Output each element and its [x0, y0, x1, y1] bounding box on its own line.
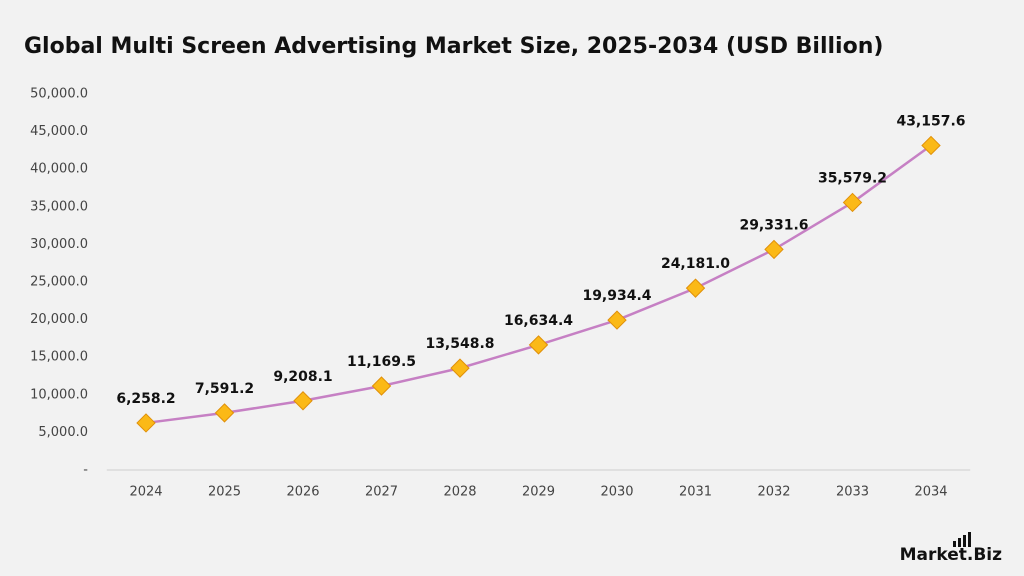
x-tick-label: 2030: [600, 485, 633, 500]
y-tick-label: 5,000.0: [38, 425, 88, 440]
marker: [842, 192, 863, 213]
x-tick-label: 2024: [129, 485, 162, 500]
x-tick-label: 2031: [679, 485, 712, 500]
value-label: 19,934.4: [582, 288, 651, 304]
value-label: 6,258.2: [116, 391, 175, 407]
value-label: 9,208.1: [273, 369, 332, 385]
marker: [607, 310, 627, 330]
y-tick-label: 45,000.0: [30, 124, 88, 139]
brand: Market.Biz: [900, 545, 1003, 565]
marker: [528, 335, 549, 355]
value-label: 29,331.6: [739, 217, 808, 233]
value-label: 7,591.2: [195, 381, 254, 397]
value-label: 35,579.2: [818, 170, 887, 186]
y-tick-label: 35,000.0: [30, 199, 88, 214]
marker: [136, 413, 156, 433]
x-tick-label: 2032: [757, 485, 790, 500]
y-tick-label: 50,000.0: [30, 87, 88, 102]
y-tick-label: -: [83, 463, 88, 478]
marker: [921, 135, 941, 156]
x-tick-label: 2033: [836, 485, 869, 500]
x-tick-label: 2025: [208, 485, 241, 500]
x-tick-label: 2027: [365, 485, 398, 500]
value-label: 16,634.4: [504, 313, 573, 329]
y-tick-label: 40,000.0: [30, 162, 88, 177]
marker: [293, 391, 313, 411]
value-label: 13,548.8: [425, 336, 494, 352]
x-tick-label: 2028: [443, 485, 476, 500]
marker: [764, 239, 784, 260]
y-tick-label: 10,000.0: [30, 387, 88, 402]
x-tick-label: 2029: [522, 485, 555, 500]
x-tick-label: 2026: [286, 485, 319, 500]
y-tick-label: 15,000.0: [30, 350, 88, 365]
marker: [685, 278, 706, 298]
chart-title: Global Multi Screen Advertising Market S…: [24, 34, 883, 59]
marker: [371, 376, 392, 396]
value-label: 11,169.5: [347, 354, 416, 370]
y-tick-label: 30,000.0: [30, 237, 88, 252]
marker: [214, 403, 235, 423]
value-label: 43,157.6: [896, 113, 965, 129]
x-tick-label: 2034: [914, 485, 947, 500]
value-label: 24,181.0: [661, 256, 730, 272]
brand-icon: [953, 532, 971, 547]
marker: [450, 358, 470, 378]
y-tick-label: 25,000.0: [30, 275, 88, 290]
y-tick-label: 20,000.0: [30, 312, 88, 327]
